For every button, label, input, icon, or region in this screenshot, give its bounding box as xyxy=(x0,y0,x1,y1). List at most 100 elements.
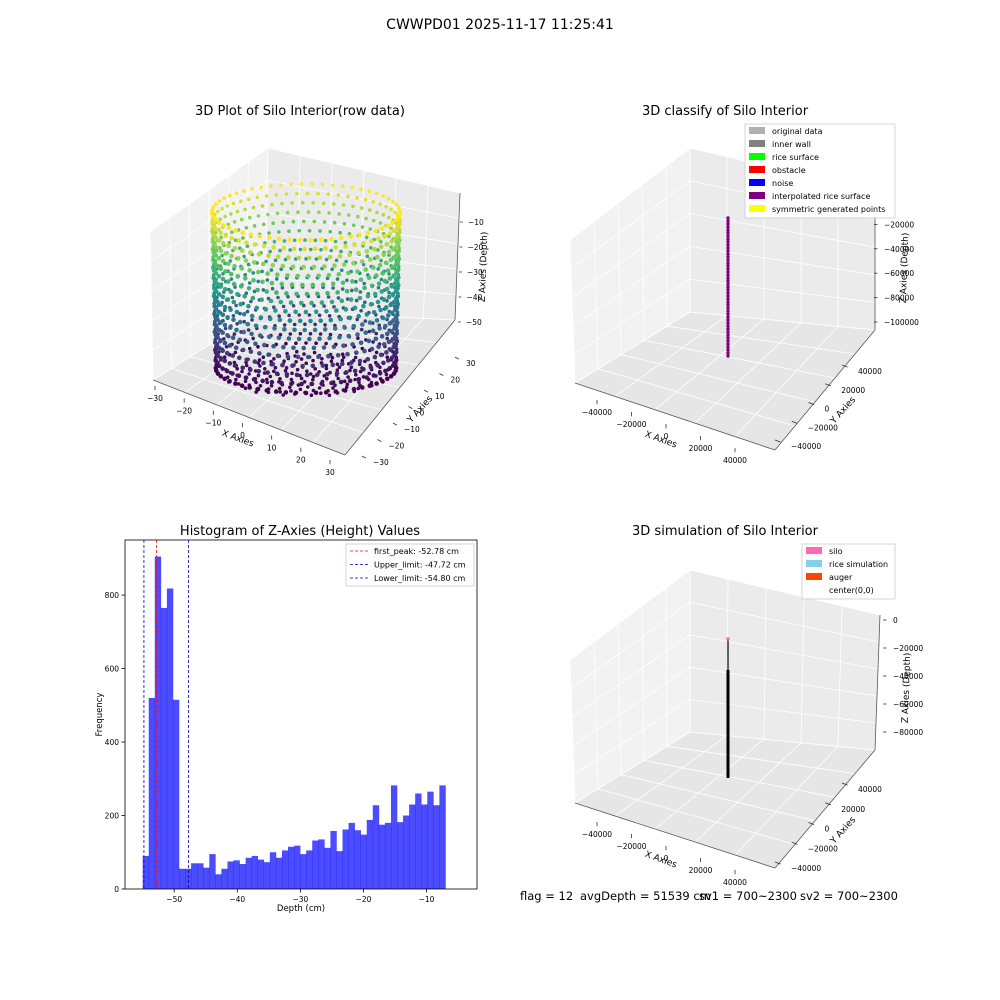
data-point xyxy=(298,331,303,336)
series-rice-simulation xyxy=(726,637,730,778)
data-point xyxy=(293,390,299,396)
z-tick-label: −40000 xyxy=(893,672,923,681)
data-point xyxy=(222,322,228,328)
data-point xyxy=(322,327,328,332)
legend-frame xyxy=(744,123,896,219)
panel2-title: 3D classify of Silo Interior xyxy=(641,104,809,119)
tick-mark xyxy=(825,383,831,387)
tick-mark xyxy=(774,439,781,443)
data-point xyxy=(270,202,274,207)
data-point xyxy=(244,240,249,245)
data-point xyxy=(361,303,366,309)
data-point xyxy=(246,197,251,201)
data-point xyxy=(261,355,266,360)
data-point xyxy=(229,212,233,216)
data-point xyxy=(310,282,316,288)
data-point xyxy=(304,361,309,366)
x-tick-label: 30 xyxy=(325,468,335,477)
data-point xyxy=(229,235,235,241)
data-point xyxy=(240,365,245,371)
data-point xyxy=(367,320,373,325)
histogram-bar xyxy=(221,868,228,889)
data-point xyxy=(388,374,394,379)
data-point xyxy=(285,354,291,359)
data-point xyxy=(266,212,270,217)
grid-line xyxy=(665,166,668,327)
data-point xyxy=(236,373,242,379)
data-point xyxy=(339,298,345,304)
data-point xyxy=(264,289,270,294)
data-point xyxy=(726,297,730,301)
data-point xyxy=(212,329,218,335)
data-point xyxy=(284,372,290,377)
data-point xyxy=(359,309,363,313)
histogram-bar xyxy=(300,854,307,889)
data-point xyxy=(393,262,399,268)
data-point xyxy=(726,246,730,250)
data-point xyxy=(302,219,306,224)
data-point xyxy=(216,209,220,214)
z-axis-label: Z Axies (Depth) xyxy=(899,233,911,304)
data-point xyxy=(233,345,239,351)
legend-swatch xyxy=(749,205,765,212)
data-point xyxy=(222,304,228,310)
data-point xyxy=(241,311,247,317)
data-point xyxy=(331,386,335,390)
data-point xyxy=(291,345,296,351)
data-point xyxy=(263,241,267,245)
data-point xyxy=(358,340,364,346)
data-point xyxy=(211,275,216,281)
data-point xyxy=(221,223,226,228)
data-point xyxy=(231,314,236,318)
data-point xyxy=(275,353,281,359)
grid-line xyxy=(569,147,691,241)
data-point xyxy=(336,193,341,197)
data-point xyxy=(394,339,400,344)
data-point xyxy=(390,265,395,271)
data-point xyxy=(355,269,360,274)
plot-frame xyxy=(124,539,478,890)
histogram-bar xyxy=(433,805,440,889)
data-point xyxy=(347,378,353,384)
z-axis-label: Z Axies (Depth) xyxy=(901,653,913,724)
data-point xyxy=(281,245,287,251)
data-point xyxy=(385,376,390,382)
histogram-bar xyxy=(330,830,337,889)
grid-line xyxy=(264,147,269,311)
data-point xyxy=(368,301,374,307)
grid-line xyxy=(597,788,796,845)
data-point xyxy=(261,360,266,366)
data-point xyxy=(328,317,334,323)
data-point xyxy=(376,285,381,290)
data-point xyxy=(327,314,332,318)
data-point xyxy=(295,191,299,196)
data-point xyxy=(377,262,383,268)
data-point xyxy=(266,253,271,258)
data-point xyxy=(379,226,385,231)
data-point xyxy=(348,234,354,239)
data-point xyxy=(295,367,300,372)
data-point xyxy=(312,246,318,252)
data-point xyxy=(218,320,223,325)
data-point xyxy=(329,248,334,253)
legend-swatch xyxy=(749,179,765,186)
histogram-bar xyxy=(185,868,192,889)
y-tick-label: −10 xyxy=(404,425,420,434)
data-point xyxy=(233,228,238,233)
data-point xyxy=(376,236,381,242)
z-axis-label: Z Axies (Depth) xyxy=(478,232,490,303)
histogram-bar xyxy=(439,785,446,889)
data-point xyxy=(385,317,389,322)
tick-mark xyxy=(377,439,382,442)
data-point xyxy=(226,261,231,267)
data-point xyxy=(394,323,399,329)
data-point xyxy=(372,246,377,252)
data-point xyxy=(363,359,367,364)
data-point xyxy=(389,226,393,231)
data-point xyxy=(233,381,238,386)
data-point xyxy=(251,205,256,210)
data-point xyxy=(272,305,276,310)
data-point xyxy=(332,220,337,225)
data-point xyxy=(285,273,290,278)
data-point xyxy=(726,276,730,280)
